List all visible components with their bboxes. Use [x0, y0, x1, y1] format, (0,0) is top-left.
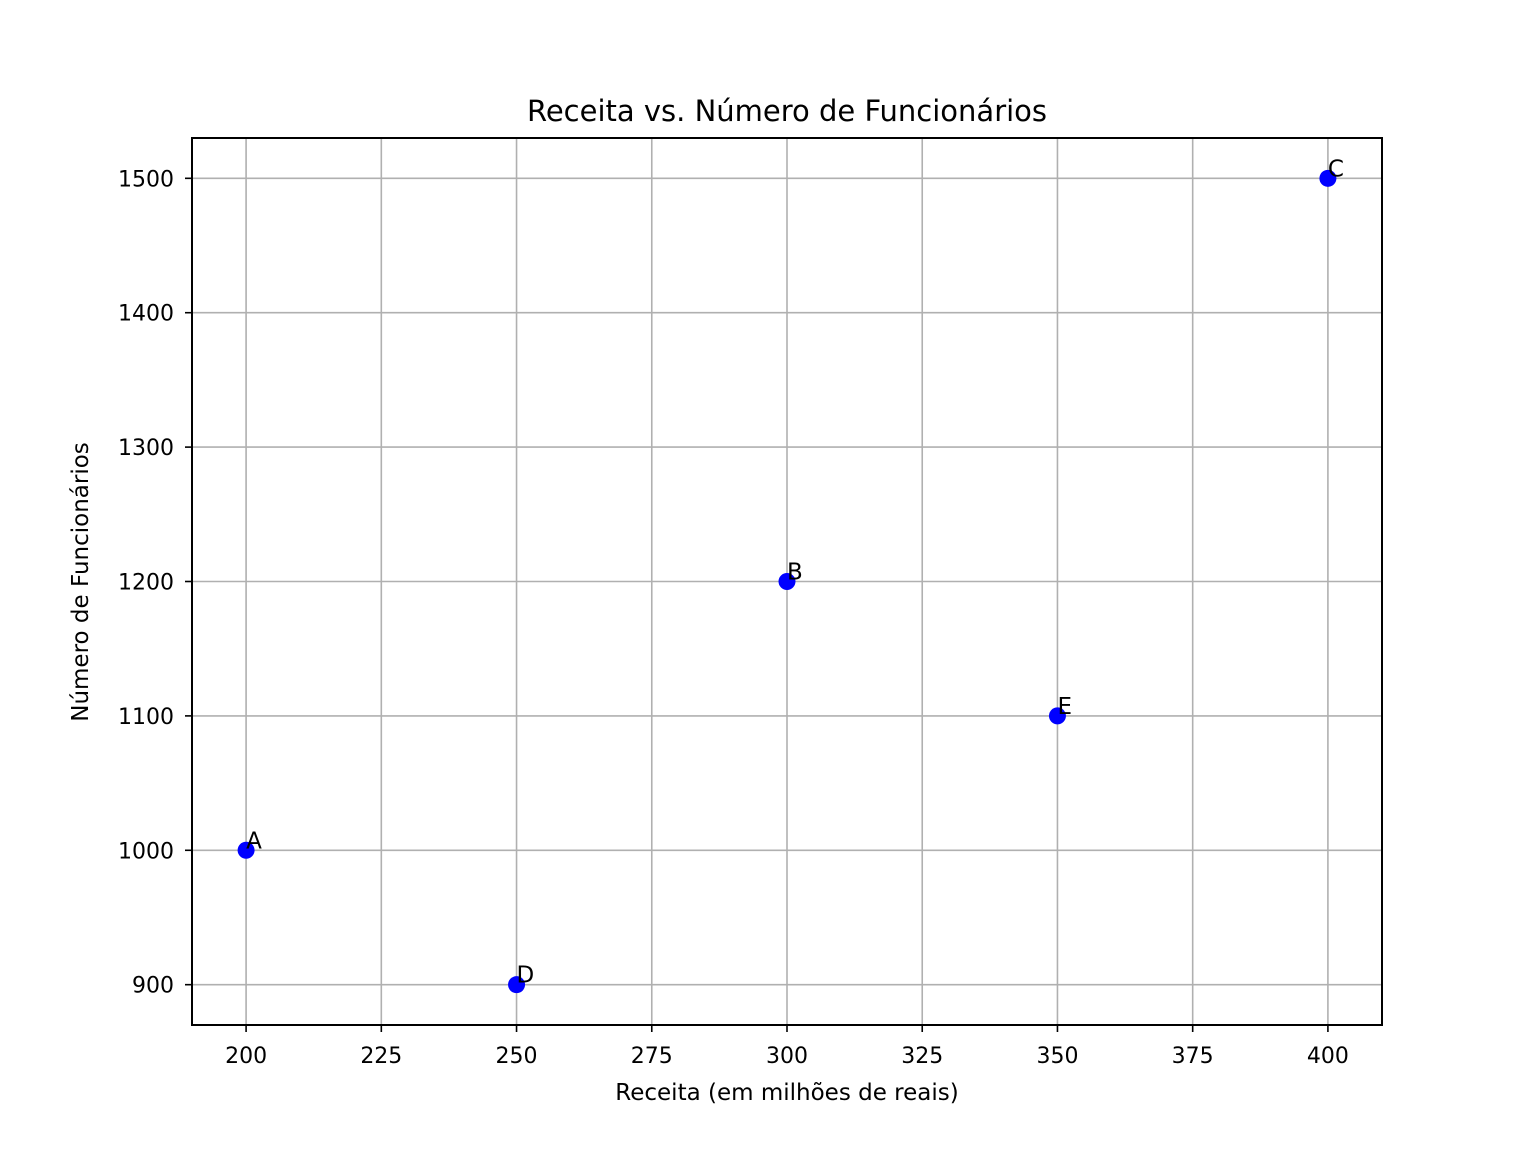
plot-frame: [191, 137, 1383, 1026]
data-point-a: [237, 841, 255, 859]
y-tick-label: 1300: [118, 436, 174, 461]
data-point-label: C: [1328, 156, 1344, 182]
x-tick-label: 375: [1172, 1044, 1214, 1069]
y-axis-label: Número de Funcionários: [68, 442, 94, 722]
data-point-d: [508, 976, 526, 994]
x-tick-label: 400: [1307, 1044, 1349, 1069]
y-tick-label: 900: [132, 974, 174, 999]
data-points: A B C D E: [237, 156, 1344, 994]
y-tick-label: 1500: [118, 167, 174, 192]
chart-title: Receita vs. Número de Funcionários: [527, 94, 1047, 128]
x-tick-label: 350: [1036, 1044, 1078, 1069]
data-point-e: [1048, 707, 1066, 725]
data-point-c: [1319, 169, 1337, 187]
data-point-label: B: [787, 560, 803, 586]
y-tick-label: 1200: [118, 571, 174, 596]
x-tick-label: 225: [360, 1044, 402, 1069]
x-tick-label: 325: [901, 1044, 943, 1069]
data-point-b: [778, 573, 796, 590]
axis-ticks: 200 225 250 275 300 325 350 375 400 900 1000 1100 12…: [118, 167, 1349, 1069]
x-tick-label: 300: [766, 1044, 808, 1069]
data-point-label: A: [246, 828, 262, 854]
y-tick-label: 1100: [118, 705, 174, 730]
data-point-label: D: [517, 963, 535, 989]
data-point-label: E: [1057, 694, 1072, 720]
x-tick-label: 200: [225, 1044, 267, 1069]
x-tick-label: 250: [496, 1044, 538, 1069]
x-axis-label: Receita (em milhões de reais): [615, 1080, 958, 1106]
y-tick-label: 1000: [118, 839, 174, 864]
x-tick-label: 275: [631, 1044, 673, 1069]
y-tick-label: 1400: [118, 302, 174, 327]
